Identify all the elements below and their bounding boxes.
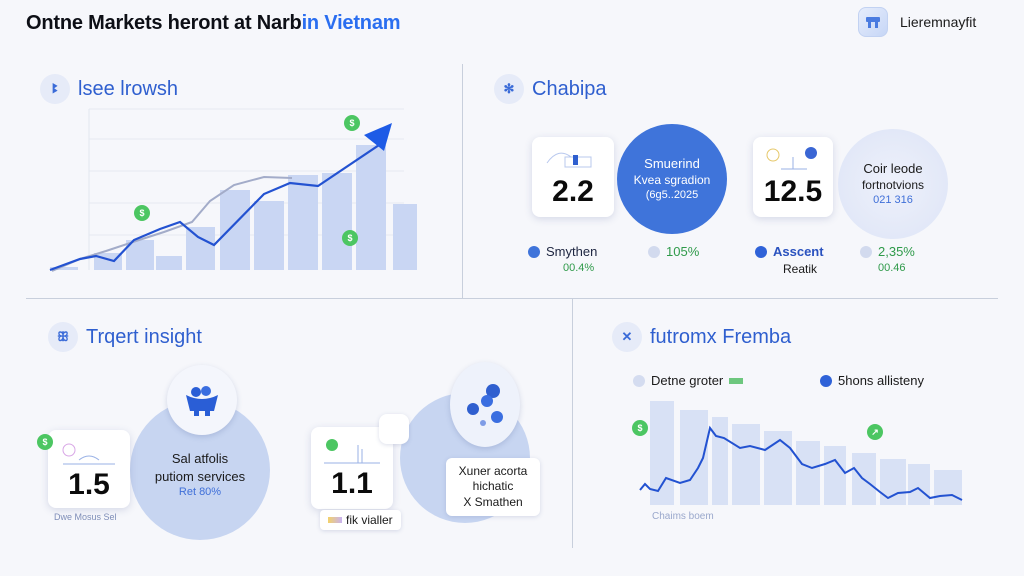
circle-line-3: Ret 80% — [178, 486, 222, 499]
futromx-chart: $ ↗ — [630, 398, 975, 508]
dollar-badge-icon: $ — [134, 205, 150, 221]
legend-asscent: Asscent — [755, 244, 824, 259]
circle-line-1: Sal atfolis — [171, 451, 229, 467]
note-line-1: Xuner acorta — [458, 463, 528, 478]
chabipa-title: Chabipa — [532, 77, 607, 100]
network-icon: ✻ — [494, 74, 524, 104]
legend-235: 2,35% — [860, 244, 915, 259]
legend-label: Asscent — [773, 244, 824, 259]
metric-card-2-2[interactable]: 2.2 — [532, 137, 614, 217]
legend-dot — [528, 245, 540, 258]
legend-dot — [633, 374, 645, 387]
tools-icon: ✕ — [612, 322, 642, 352]
legend-dot — [755, 245, 767, 258]
metric-value: 1.5 — [68, 468, 110, 501]
dollar-badge-icon: $ — [37, 434, 53, 450]
dollar-badge-icon: $ — [342, 230, 358, 246]
cluster-icon — [450, 362, 520, 447]
circle-line-1: Coir leode — [863, 160, 923, 176]
divider-vertical-top — [462, 64, 463, 298]
chart-caption: Chaims boem — [652, 511, 714, 522]
metric-card-1-1[interactable]: 1.1 — [311, 427, 393, 509]
legend-dot — [820, 374, 832, 387]
doc-icon — [379, 414, 409, 444]
legend-label: 5hons allisteny — [838, 373, 924, 388]
legend-105: 105% — [648, 244, 699, 259]
legend-sub: Reatik — [783, 262, 818, 276]
note-card[interactable]: Xuner acorta hichatic X Smathen — [446, 458, 540, 516]
circle-line-3: (6g5..2025 — [645, 189, 699, 202]
illustration-icon — [62, 443, 115, 465]
money-icon — [729, 377, 744, 384]
circle-line-2: fortnotvions — [861, 178, 925, 193]
metric-value: 1.1 — [331, 467, 373, 500]
growth-section-header: ꔪ lsee lrowsh — [40, 74, 178, 104]
tag-label: fik vialler — [346, 513, 393, 527]
growth-chart: $ $ $ — [44, 105, 424, 275]
metric-card-12-5[interactable]: 12.5 — [753, 137, 833, 217]
page-title: Ontne Markets heront at Narbin Vietnam — [26, 12, 401, 35]
divider-horizontal — [26, 298, 998, 299]
legend-label: Detne groter — [651, 373, 724, 388]
divider-vertical-bottom — [572, 298, 573, 548]
piggy-bank-icon — [167, 365, 237, 435]
highlight-circle-2: Coir leode fortnotvions 021 316 — [838, 129, 948, 239]
note-line-3: X Smathen — [463, 494, 523, 509]
note-line-2: hichatic — [472, 479, 514, 494]
metric-value: 2.2 — [552, 175, 594, 208]
futromx-title: futromx Fremba — [650, 325, 792, 348]
legend-label: 2,35% — [878, 244, 915, 259]
card-caption: Dwe Mosus Sel — [54, 512, 117, 522]
legend-detne-groter: Detne groter — [633, 373, 744, 388]
legend-dot — [648, 245, 660, 258]
insight-section-header: ꕥ Trqert insight — [48, 322, 202, 352]
legend-label: 105% — [666, 244, 700, 259]
shield-logo-icon — [858, 7, 888, 37]
legend-label: Smythen — [546, 244, 598, 259]
insight-title: Trqert insight — [86, 325, 202, 348]
tag-icon — [328, 517, 342, 523]
futromx-section-header: ✕ futromx Fremba — [612, 322, 791, 352]
rocket-badge-icon: ↗ — [867, 424, 883, 440]
chabipa-section-header: ✻ Chabipa — [494, 74, 607, 104]
legend-sub: 00.4% — [563, 262, 595, 274]
highlight-circle-1: Smuerind Kvea sgradion (6g5..2025 — [617, 124, 727, 234]
illustration-icon — [546, 152, 592, 168]
circle-line-2: putiom services — [154, 468, 246, 484]
legend-smythen: Smythen — [528, 244, 597, 259]
circle-line-3: 021 316 — [873, 194, 913, 207]
growth-title: lsee lrowsh — [78, 77, 179, 100]
legend-5hons: 5hons allisteny — [820, 373, 924, 388]
metric-card-1-5[interactable]: 1.5 — [48, 430, 130, 508]
illustration-icon — [324, 439, 380, 464]
metric-value: 12.5 — [763, 175, 823, 208]
illustration-icon — [766, 147, 817, 170]
dollar-badge-icon: $ — [632, 420, 648, 436]
brand[interactable]: Lieremnayfit — [858, 7, 976, 37]
people-icon: ꔪ — [40, 74, 70, 104]
legend-dot — [860, 245, 872, 258]
dollar-badge-icon: $ — [344, 115, 360, 131]
tag-chip[interactable]: fik vialler — [320, 510, 401, 530]
brand-name: Lieremnayfit — [900, 14, 977, 30]
circle-line-2: Kvea sgradion — [633, 172, 711, 187]
title-highlight: in Vietnam — [301, 12, 401, 34]
group-icon: ꕥ — [48, 322, 78, 352]
circle-line-1: Smuerind — [644, 155, 700, 171]
legend-sub: 00.46 — [878, 262, 906, 274]
title-main: Ontne Markets heront at Narb — [26, 12, 302, 34]
